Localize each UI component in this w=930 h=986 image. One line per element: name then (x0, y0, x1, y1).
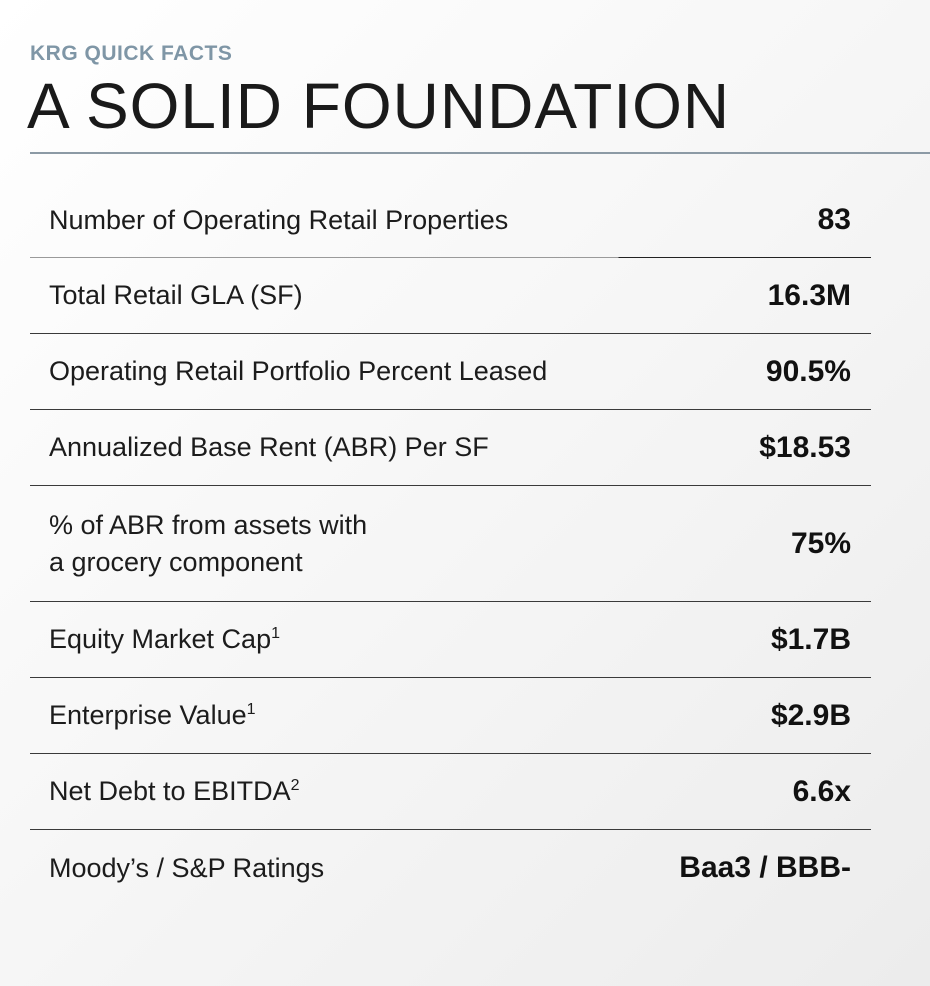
fact-value: $2.9B (770, 698, 851, 732)
footnote-marker: 2 (290, 777, 300, 794)
fact-label: Total Retail GLA (SF) (30, 277, 303, 314)
fact-label: Operating Retail Portfolio Percent Lease… (30, 353, 547, 390)
fact-label-text: Operating Retail Portfolio Percent Lease… (49, 356, 548, 386)
facts-table: Number of Operating Retail Properties 83… (30, 182, 871, 906)
footnote-marker: 1 (271, 625, 280, 642)
fact-label-line2: a grocery component (49, 546, 303, 577)
fact-label: Enterprise Value1 (30, 697, 256, 734)
fact-row-gla: Total Retail GLA (SF) 16.3M (30, 258, 871, 334)
fact-row-leased: Operating Retail Portfolio Percent Lease… (30, 334, 871, 410)
fact-label-line1: % of ABR from assets with (49, 509, 368, 540)
fact-label: Number of Operating Retail Properties (30, 202, 508, 239)
fact-row-ratings: Moody’s / S&P Ratings Baa3 / BBB- (30, 830, 871, 906)
fact-row-grocery: % of ABR from assets with a grocery comp… (30, 486, 871, 602)
fact-value: 83 (817, 203, 851, 236)
fact-row-enterprise-value: Enterprise Value1 $2.9B (30, 678, 871, 754)
fact-label-text: Equity Market Cap (49, 624, 272, 654)
fact-label: % of ABR from assets with a grocery comp… (30, 507, 367, 581)
fact-label: Annualized Base Rent (ABR) Per SF (30, 429, 489, 466)
fact-label-text: Total Retail GLA (SF) (49, 280, 303, 310)
fact-value: $18.53 (759, 430, 851, 464)
fact-label: Moody’s / S&P Ratings (30, 850, 324, 887)
fact-label: Equity Market Cap1 (30, 621, 280, 658)
fact-value: 6.6x (792, 774, 851, 808)
fact-row-abr: Annualized Base Rent (ABR) Per SF $18.53 (30, 410, 871, 486)
fact-label-text: Annualized Base Rent (ABR) Per SF (49, 432, 489, 462)
fact-value: 75% (790, 526, 851, 560)
fact-value: 90.5% (765, 354, 851, 388)
fact-value: 16.3M (767, 278, 851, 312)
fact-value: $1.7B (770, 622, 851, 656)
fact-row-properties: Number of Operating Retail Properties 83 (30, 182, 871, 258)
fact-label-text: Moody’s / S&P Ratings (49, 852, 325, 883)
fact-row-market-cap: Equity Market Cap1 $1.7B (30, 602, 871, 678)
fact-label-text: Enterprise Value (49, 700, 247, 730)
fact-label: Net Debt to EBITDA2 (30, 773, 300, 810)
title-divider (30, 152, 930, 154)
fact-row-net-debt: Net Debt to EBITDA2 6.6x (30, 754, 871, 830)
footnote-marker: 1 (246, 701, 256, 718)
page-title: A SOLID FOUNDATION (27, 70, 731, 142)
fact-label-text: Net Debt to EBITDA (49, 776, 291, 806)
fact-label-text: Number of Operating Retail Properties (49, 204, 509, 235)
section-kicker: KRG QUICK FACTS (30, 42, 233, 65)
fact-value: Baa3 / BBB- (679, 851, 851, 884)
